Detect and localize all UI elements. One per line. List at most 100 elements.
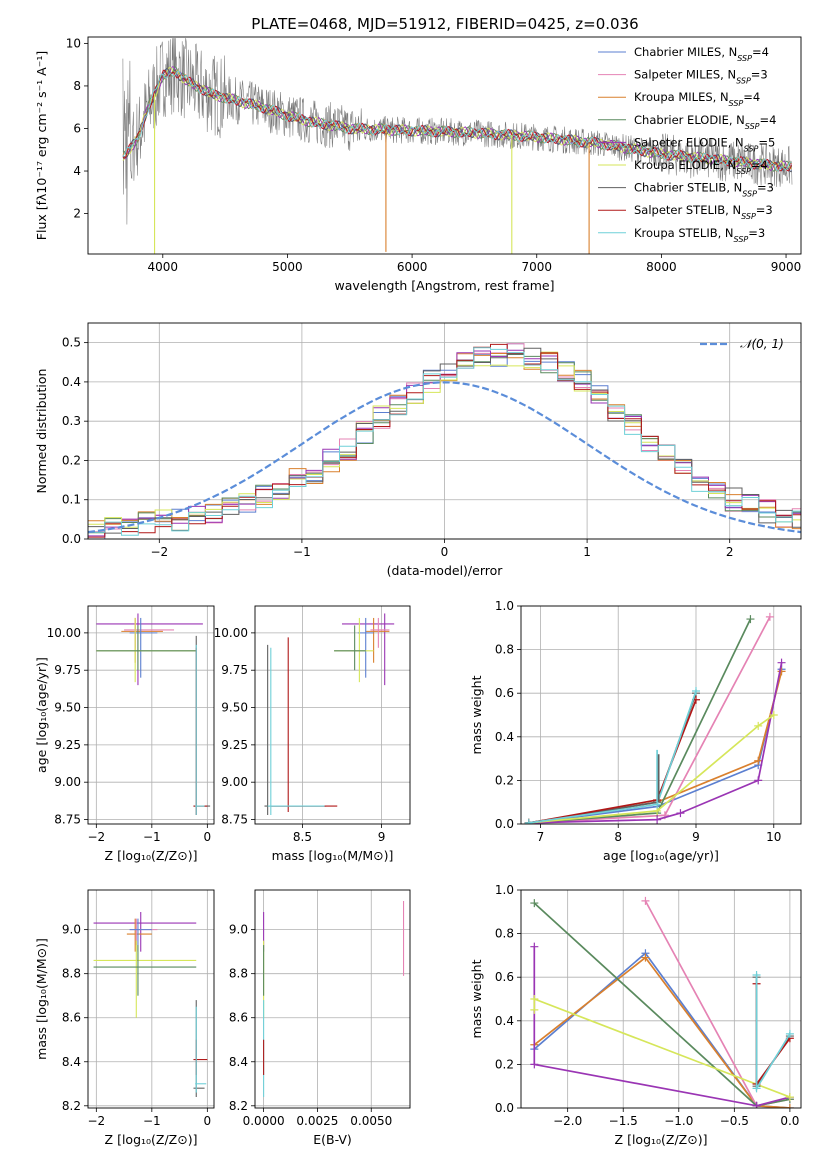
chart-weight_vs_Z: −2.0 −1.5 −1.0 −0.5 0.0 0.0 0.2 0.4 0.6 0.8 1.0 Z […: [469, 883, 802, 1147]
y-tick-label: 0.0: [62, 532, 81, 546]
x-axis-label: Z [log₁₀(Z/Z⊙)]: [105, 1132, 198, 1147]
y-tick-label: 9.25: [54, 738, 81, 752]
legend-sub: SSP: [736, 76, 751, 85]
chart-age_vs_mass: 8.5 9 8.75 9.00 9.25 9.50 9.75 10.00 mass [log₁₀…: [214, 605, 411, 863]
y-tick-label: 8.75: [54, 813, 81, 827]
plot-area: [122, 38, 793, 254]
chart-age_vs_Z: −2 −1 0 8.75 9.00 9.25 9.50 9.75 10.00 Z [log₁₀(Z…: [34, 605, 215, 863]
legend-sub: SSP: [741, 212, 756, 221]
x-tick-label: 9000: [771, 260, 802, 274]
chart-mass_vs_EBV: 0.0000 0.0025 0.0050 8.2 8.4 8.6 8.8 9.0 E(B-V): [229, 889, 411, 1147]
plot-area: [524, 612, 786, 824]
weight-marker-kroupa_elodie: [530, 995, 539, 1003]
axes-frame: [520, 889, 802, 1109]
weight-marker-salpeter_elodie: [752, 1101, 761, 1108]
legend-label-kroupa_miles: Kroupa MILES, NSSP=4: [634, 90, 760, 108]
y-tick-label: 0.8: [495, 927, 514, 941]
y-tick-label: 0.4: [62, 375, 81, 389]
axes-frame: [520, 605, 802, 825]
x-tick-label: 2: [726, 545, 734, 559]
x-tick-label: −2.0: [553, 1114, 582, 1128]
y-tick-label: 9.75: [54, 663, 81, 677]
y-axis-label: Normed distribution: [34, 369, 49, 494]
weight-marker-kroupa_miles: [641, 953, 650, 962]
legend-rest: =4: [743, 90, 760, 104]
weight-marker-salpeter_elodie: [653, 815, 662, 824]
chart-mass_vs_Z: −2 −1 0 8.2 8.4 8.6 8.8 9.0 Z [log₁₀(Z/Z⊙)] mass …: [34, 889, 215, 1147]
y-tick-label: 9.0: [62, 923, 81, 937]
legend-sub: SSP: [744, 144, 759, 153]
weight-marker-kroupa_elodie: [754, 721, 763, 730]
x-axis-label: age [log₁₀(age/yr)]: [603, 848, 719, 863]
plot-area: [263, 901, 405, 1097]
y-tick-label: 0.2: [495, 1057, 514, 1071]
x-tick-label: 5000: [272, 260, 303, 274]
y-tick-label: 8.2: [62, 1099, 81, 1113]
plot-layer: 4000 5000 6000 7000 8000 9000246810wavelength…: [34, 36, 802, 1147]
x-tick-label: 0.0050: [350, 1114, 392, 1128]
weight-line-salpeter_miles: [528, 616, 771, 824]
weight-marker-salpeter_elodie: [676, 809, 685, 818]
histogram-kroupa_stelib: [88, 347, 801, 536]
y-tick-label: 0.5: [62, 336, 81, 350]
legend-label-salpeter_elodie: Salpeter ELODIE, NSSP=5: [634, 135, 775, 153]
legend-sub: SSP: [736, 167, 751, 176]
y-tick-label: 8: [73, 79, 81, 93]
x-tick-label: −1: [143, 830, 161, 844]
model-spectrum-kroupa_stelib: [122, 70, 792, 172]
legend-rest: =3: [757, 181, 774, 195]
legend-label-salpeter_stelib: Salpeter STELIB, NSSP=3: [634, 203, 773, 221]
y-tick-label: 4: [73, 164, 81, 178]
legend-sub: SSP: [734, 234, 749, 243]
chart-spectrum: 4000 5000 6000 7000 8000 9000 2 4 6 8 10 wavelength…: [34, 36, 802, 293]
x-axis-label: E(B-V): [313, 1132, 352, 1147]
x-tick-label: 8000: [646, 260, 677, 274]
y-tick-label: 8.4: [229, 1055, 248, 1069]
axes-frame: [87, 36, 802, 255]
y-tick-label: 10.00: [47, 626, 81, 640]
legend-gaussian-label: 𝒩(0, 1): [740, 337, 784, 351]
x-tick-label: 8.5: [293, 830, 312, 844]
weight-marker-kroupa_stelib: [752, 971, 761, 980]
y-tick-label: 9.25: [221, 738, 248, 752]
y-axis-label: age [log₁₀(age/yr)]: [34, 657, 49, 773]
x-tick-label: 0: [204, 1114, 212, 1128]
y-tick-label: 0.6: [495, 686, 514, 700]
x-tick-label: −2: [150, 545, 168, 559]
weight-marker-kroupa_stelib: [692, 687, 700, 696]
x-tick-label: 0.0: [780, 1114, 799, 1128]
y-tick-label: 0.4: [495, 1014, 514, 1028]
weight-marker-chabrier_elodie: [746, 615, 755, 624]
weight-marker-chabrier_elodie: [530, 899, 539, 908]
weight-marker-salpeter_miles: [641, 896, 650, 905]
weight-marker-kroupa_miles: [754, 756, 763, 765]
legend-sub: SSP: [729, 99, 744, 108]
legend-sub: SSP: [737, 54, 752, 63]
axes-frame: [87, 889, 215, 1109]
axes-frame: [87, 605, 215, 825]
x-tick-label: −0.5: [720, 1114, 749, 1128]
weight-line-kroupa_elodie: [533, 997, 791, 1098]
x-tick-label: 0.0025: [296, 1114, 338, 1128]
legend-rest: =3: [748, 226, 765, 240]
y-tick-label: 9.00: [54, 775, 81, 789]
plot-area: [93, 912, 208, 1097]
y-tick-label: 8.8: [62, 967, 81, 981]
y-axis-label: mass weight: [469, 959, 484, 1038]
y-tick-label: 9.00: [221, 775, 248, 789]
y-tick-label: 0.8: [495, 643, 514, 657]
weight-marker-kroupa_elodie: [785, 1093, 794, 1102]
histogram-salpeter_stelib: [88, 343, 801, 538]
weight-marker-salpeter_elodie: [530, 1060, 539, 1069]
x-tick-label: −2: [87, 830, 105, 844]
plot-area: [96, 613, 211, 816]
legend-sub: SSP: [745, 121, 760, 130]
histogram-chabrier_miles: [88, 343, 801, 539]
model-spectrum-salpeter_stelib: [122, 69, 792, 172]
weight-line-kroupa_stelib: [755, 975, 791, 1092]
y-tick-label: 10.00: [214, 626, 248, 640]
x-tick-label: 9: [692, 830, 700, 844]
legend-label-kroupa_stelib: Kroupa STELIB, NSSP=3: [634, 226, 765, 244]
weight-line-kroupa_miles: [533, 956, 790, 1108]
